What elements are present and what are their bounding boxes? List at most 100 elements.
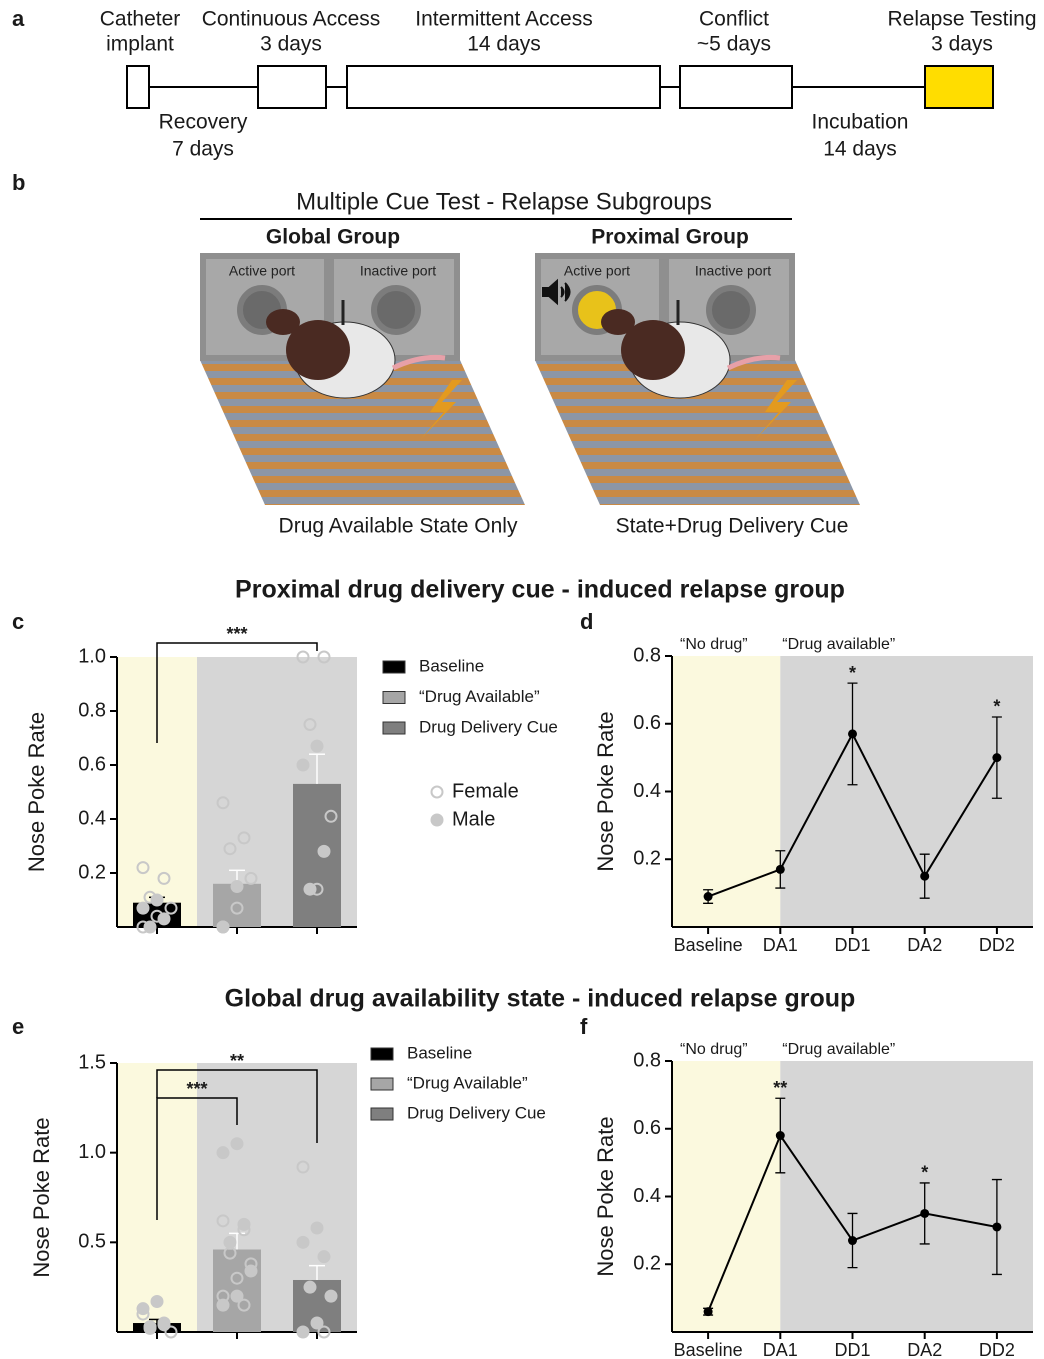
x-tick-label: DA1 <box>763 1340 798 1359</box>
x-tick-label: DA2 <box>907 1340 942 1359</box>
cue-test-title: Multiple Cue Test - Relapse Subgroups <box>296 188 712 215</box>
stage-label: Catheter <box>100 8 181 31</box>
cue-test: Multiple Cue Test - Relapse Subgroups Ac… <box>200 188 860 537</box>
data-point <box>159 1319 170 1330</box>
port-label: Active port <box>229 263 295 279</box>
data-point <box>218 1300 229 1311</box>
legend-swatch <box>383 722 405 734</box>
data-point <box>992 753 1001 762</box>
sig-label: *** <box>226 624 247 644</box>
data-point <box>992 1222 1001 1231</box>
x-tick-label: DA2 <box>907 935 942 955</box>
y-axis-label: Nose Poke Rate <box>24 712 49 872</box>
interval-label: Incubation <box>812 111 909 134</box>
x-tick-label: DD1 <box>834 935 870 955</box>
legend-label: Male <box>452 808 495 830</box>
stage-box <box>127 66 149 108</box>
x-tick-label: DA1 <box>763 935 798 955</box>
data-point <box>159 913 170 924</box>
data-point <box>298 1237 309 1248</box>
section-title: Global drug availability state - induced… <box>225 985 856 1013</box>
y-tick-label: 0.4 <box>78 807 106 829</box>
data-point <box>218 1147 229 1158</box>
sig-label: * <box>921 1163 928 1183</box>
interval-label: 7 days <box>172 138 234 161</box>
data-point <box>704 1307 713 1316</box>
data-point <box>920 872 929 881</box>
data-point <box>232 881 243 892</box>
sig-label: * <box>993 697 1000 717</box>
y-tick-label: 0.6 <box>633 1117 661 1139</box>
group-caption: Drug Available State Only <box>279 515 518 538</box>
stage-box <box>347 66 660 108</box>
y-tick-label: 0.5 <box>78 1231 106 1253</box>
stage-box <box>258 66 326 108</box>
sig-label: ** <box>230 1051 244 1071</box>
panel-label: f <box>580 1014 588 1039</box>
x-tick-label: DD2 <box>979 1340 1015 1359</box>
legend-marker <box>432 815 443 826</box>
legend-label: Baseline <box>407 1043 472 1062</box>
data-point <box>145 1323 156 1334</box>
y-axis-label: Nose Poke Rate <box>593 711 618 871</box>
y-tick-label: 0.8 <box>633 1049 661 1071</box>
port <box>709 288 753 332</box>
data-point <box>138 903 149 914</box>
data-point <box>848 729 857 738</box>
legend-swatch <box>371 1108 393 1120</box>
stage-label: ~5 days <box>697 33 771 56</box>
data-point <box>776 865 785 874</box>
data-point <box>312 1318 323 1329</box>
interval-label: 14 days <box>823 138 897 161</box>
stage-box <box>680 66 792 108</box>
data-point <box>218 922 229 933</box>
bar <box>293 784 341 927</box>
data-point <box>319 1251 330 1262</box>
annotation: “Drug available” <box>782 636 895 653</box>
rat-head <box>601 309 635 335</box>
y-axis-label: Nose Poke Rate <box>29 1117 54 1277</box>
shade-drug <box>780 1061 1033 1332</box>
annotation: “Drug available” <box>782 1041 895 1058</box>
y-tick-label: 0.2 <box>633 848 661 870</box>
y-tick-label: 0.6 <box>633 712 661 734</box>
stage-label: 14 days <box>467 33 541 56</box>
shade-no-drug <box>672 1061 780 1332</box>
stage-label: Continuous Access <box>202 8 381 31</box>
chamber: Active port Inactive port <box>535 253 860 505</box>
y-tick-label: 0.8 <box>633 644 661 666</box>
group-name: Proximal Group <box>591 226 749 249</box>
sig-label: *** <box>186 1079 207 1099</box>
data-point <box>298 1327 309 1338</box>
y-tick-label: 1.0 <box>78 1141 106 1163</box>
shade-no-drug <box>672 656 780 927</box>
chamber: Active port Inactive port <box>200 253 525 505</box>
annotation: “No drug” <box>680 1041 748 1058</box>
data-point <box>848 1236 857 1245</box>
data-point <box>225 1237 236 1248</box>
y-tick-label: 1.5 <box>78 1051 106 1073</box>
legend-label: “Drug Available” <box>419 687 540 706</box>
group-name: Global Group <box>266 226 400 249</box>
annotation: “No drug” <box>680 636 748 653</box>
data-point <box>920 1209 929 1218</box>
y-tick-label: 1.0 <box>78 645 106 667</box>
y-tick-label: 0.2 <box>633 1253 661 1275</box>
y-axis-label: Nose Poke Rate <box>593 1116 618 1276</box>
x-tick-label: Baseline <box>674 1340 743 1359</box>
legend-swatch <box>371 1078 393 1090</box>
data-point <box>319 846 330 857</box>
legend-label: Baseline <box>419 656 484 675</box>
data-point <box>305 884 316 895</box>
y-tick-label: 0.4 <box>633 1185 661 1207</box>
x-tick-label: DD2 <box>979 935 1015 955</box>
port-label: Active port <box>564 263 630 279</box>
y-tick-label: 0.4 <box>633 780 661 802</box>
y-tick-label: 0.8 <box>78 699 106 721</box>
legend-swatch <box>383 692 405 704</box>
data-point <box>312 1222 323 1233</box>
panel-label: a <box>12 6 25 31</box>
panel-label: c <box>12 609 24 634</box>
stage-label: 3 days <box>931 33 993 56</box>
legend-label: Drug Delivery Cue <box>419 717 558 736</box>
